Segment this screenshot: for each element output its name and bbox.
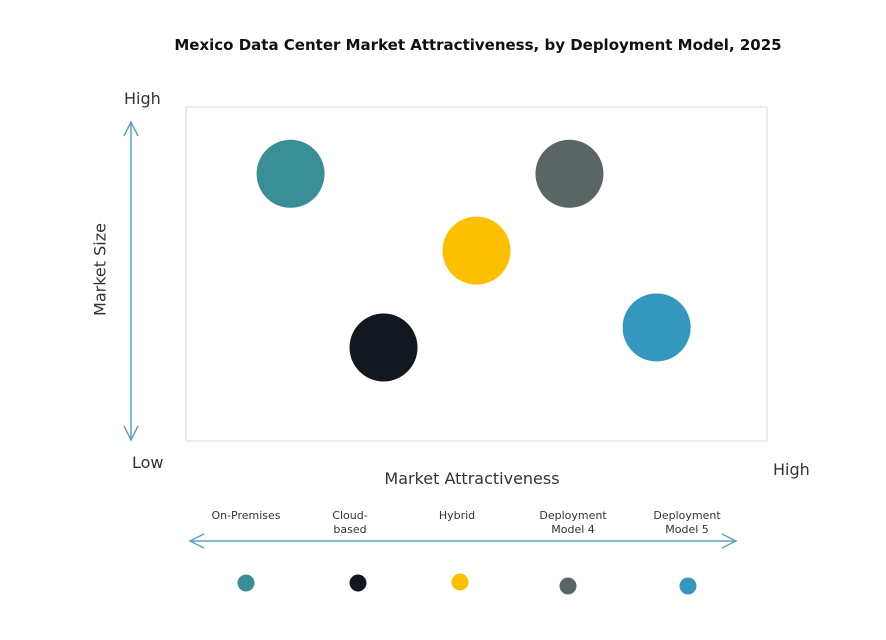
legend-arrow [188,533,738,549]
legend-label: Hybrid [438,509,476,522]
legend-dot [237,574,255,592]
y-axis-arrow [123,120,139,442]
legend-label: Deployment Model 4 [539,509,607,536]
legend-label: On-Premises [211,509,281,522]
legend-label: Deployment Model 5 [653,509,721,536]
bubble-cloud-based [349,313,418,382]
x-low-label: Low [132,453,164,472]
bubble-deployment-model-5 [622,293,691,362]
x-high-label: High [773,460,810,479]
legend-dot [679,577,697,595]
y-high-label: High [124,89,161,108]
x-axis-label: Market Attractiveness [384,469,560,488]
y-axis-label: Market Size [90,223,110,316]
legend-dot [451,573,469,591]
legend-dot [349,574,367,592]
bubble-deployment-model-4 [535,139,604,208]
legend-dot [559,577,577,595]
bubble-hybrid [442,216,511,285]
bubble-on-premises [256,139,325,208]
legend-label: Cloud- based [332,509,368,536]
plot-frame [185,106,768,442]
chart-title: Mexico Data Center Market Attractiveness… [174,36,782,54]
